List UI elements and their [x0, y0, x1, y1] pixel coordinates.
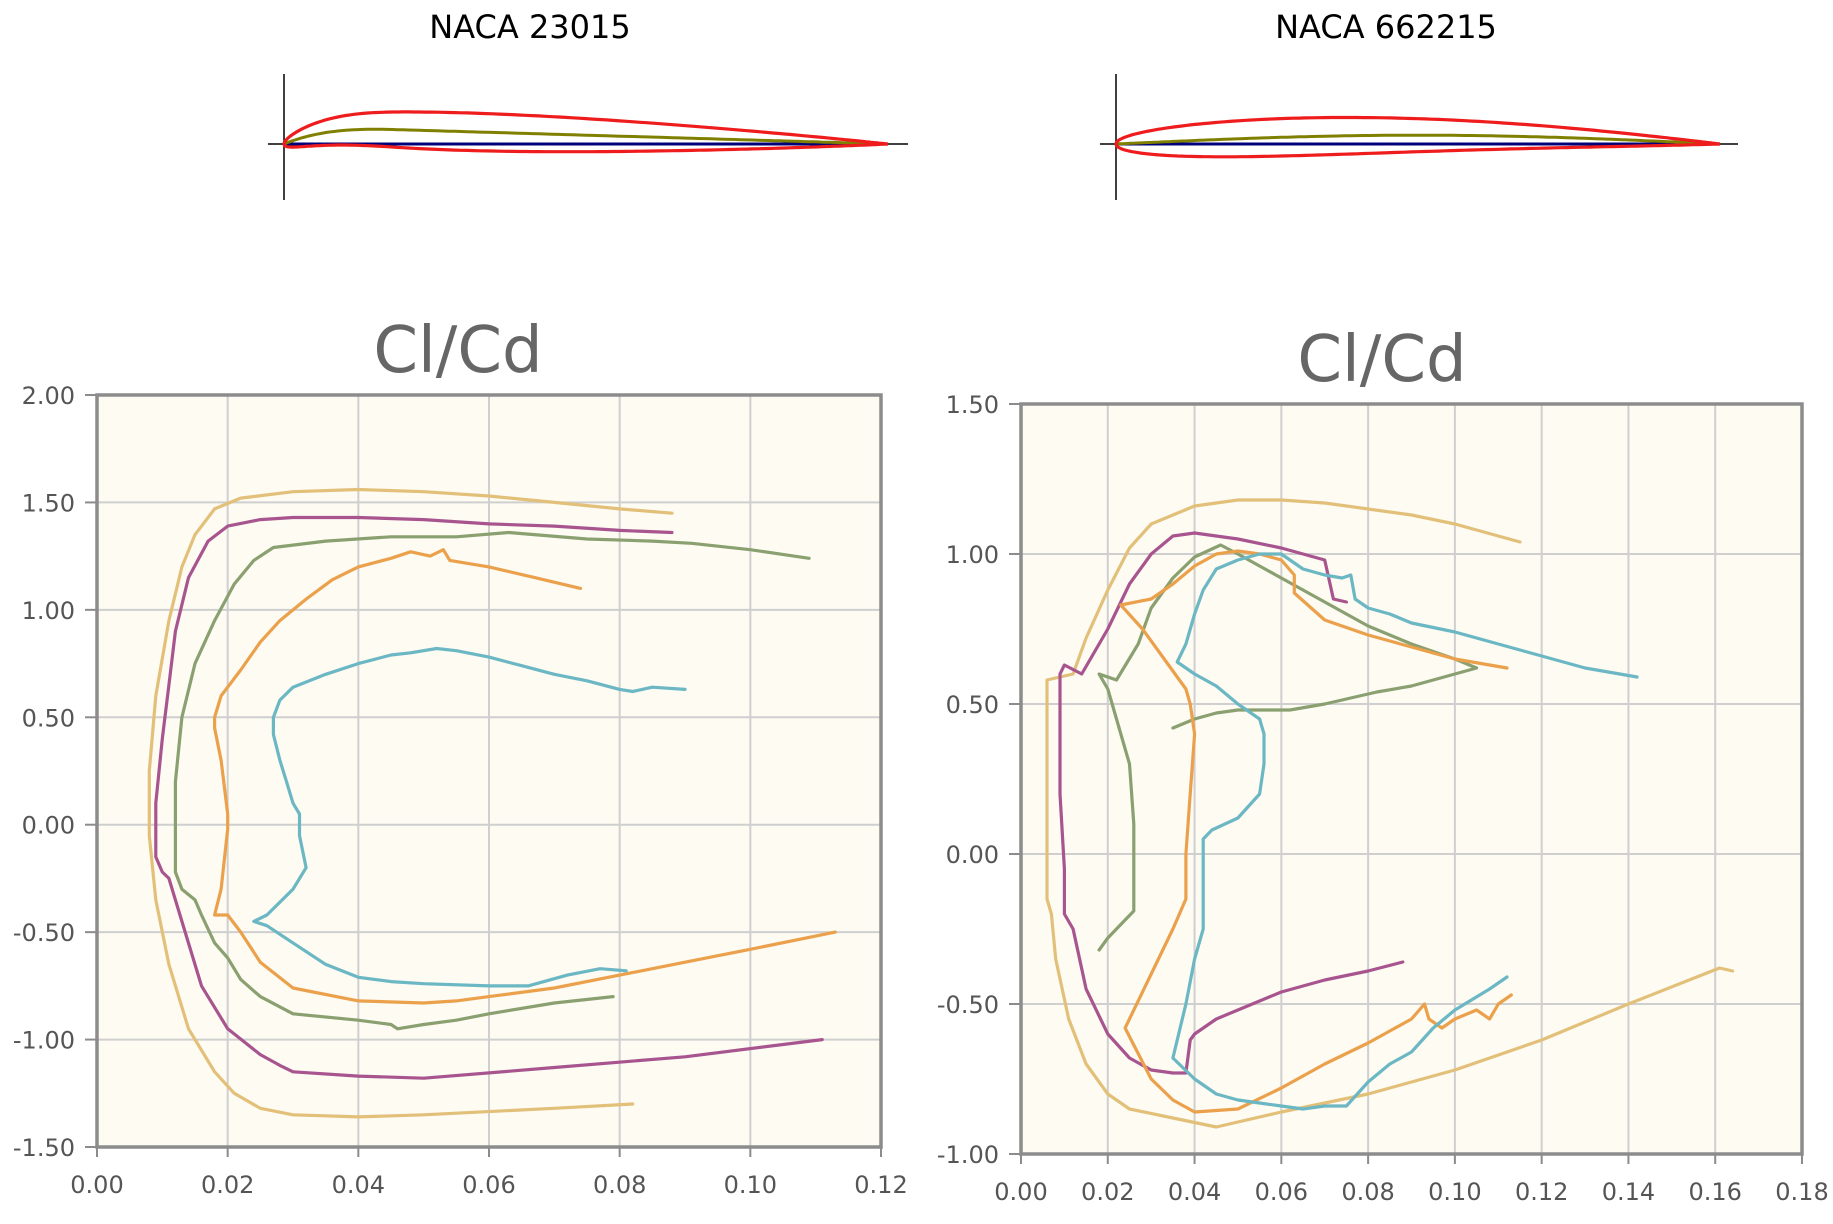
y-tick-label: -1.50: [13, 1134, 75, 1162]
y-tick-label: 0.00: [22, 812, 75, 840]
airfoil-camber-line: [283, 127, 888, 146]
x-tick-label: 0.00: [70, 1171, 123, 1199]
x-tick-label: 0.14: [1602, 1178, 1655, 1206]
x-tick-label: 0.02: [201, 1171, 254, 1199]
x-tick-label: 0.02: [1081, 1178, 1134, 1206]
airfoil-camber-line: [1116, 133, 1720, 146]
plot-frame: [1019, 402, 1804, 1156]
plot-area: [1021, 404, 1802, 1154]
y-tick-label: 1.00: [22, 597, 75, 625]
x-tick-label: 0.16: [1689, 1178, 1742, 1206]
airfoil-panel-662215: NACA 662215: [1100, 8, 1738, 200]
y-tick-label: 1.00: [946, 541, 999, 569]
x-tick-label: 0.00: [994, 1178, 1047, 1206]
airfoil-surface: [1114, 115, 1721, 159]
airfoil-title-23015: NACA 23015: [429, 8, 630, 46]
y-tick-label: 0.50: [946, 691, 999, 719]
polar-chart-23015: Cl/Cd 0.00 0.02 0.04 0.06 0.08 0.10 0.12 2.00 1.…: [13, 314, 908, 1199]
series-line-4: [1119, 549, 1513, 1114]
series-line-1: [147, 487, 674, 1119]
x-tick-label: 0.10: [724, 1171, 777, 1199]
y-tick-label: 2.00: [22, 382, 75, 410]
series-line-2: [1058, 531, 1405, 1075]
x-tick-label: 0.06: [1255, 1178, 1308, 1206]
x-tick-label: 0.12: [854, 1171, 907, 1199]
y-tick-label: -1.00: [937, 1141, 999, 1169]
y-tick-label: 1.50: [22, 489, 75, 517]
x-tick-label: 0.12: [1515, 1178, 1568, 1206]
x-tick-label: 0.04: [332, 1171, 385, 1199]
chart-title: Cl/Cd: [373, 314, 542, 388]
y-tick-label: 0.50: [22, 704, 75, 732]
series-line-3: [1097, 543, 1479, 952]
series-line-2: [154, 515, 824, 1080]
x-tick-label: 0.08: [1341, 1178, 1394, 1206]
x-tick-label: 0.18: [1775, 1178, 1828, 1206]
y-tick-label: -0.50: [937, 991, 999, 1019]
x-tick-label: 0.08: [593, 1171, 646, 1199]
y-tick-label: -0.50: [13, 919, 75, 947]
tick-labels: 0.00 0.02 0.04 0.06 0.08 0.10 0.12 0.14 0.16 0.18…: [937, 391, 1829, 1206]
x-tick-label: 0.04: [1168, 1178, 1221, 1206]
series-layer: [1045, 498, 1735, 1129]
tick-labels: 0.00 0.02 0.04 0.06 0.08 0.10 0.12 2.00 1.50 1.00…: [13, 382, 908, 1199]
series-line-4: [213, 548, 837, 1005]
y-tick-label: -1.00: [13, 1027, 75, 1055]
series-layer: [147, 487, 837, 1119]
chart-title: Cl/Cd: [1297, 323, 1466, 397]
x-tick-label: 0.06: [462, 1171, 515, 1199]
y-tick-label: 1.50: [946, 391, 999, 419]
airfoil-title-662215: NACA 662215: [1275, 8, 1497, 46]
x-tick-label: 0.10: [1428, 1178, 1481, 1206]
series-line-5: [1171, 552, 1639, 1111]
y-tick-label: 0.00: [946, 841, 999, 869]
series-line-1: [1045, 498, 1735, 1129]
series-line-5: [252, 646, 687, 988]
polar-chart-662215: Cl/Cd 0.00 0.02 0.04 0.06 0.08 0.10 0.12 0.14 0.…: [937, 323, 1829, 1206]
airfoil-panel-23015: NACA 23015: [268, 8, 908, 200]
series-line-3: [173, 530, 811, 1031]
airfoil-surface: [282, 110, 889, 154]
